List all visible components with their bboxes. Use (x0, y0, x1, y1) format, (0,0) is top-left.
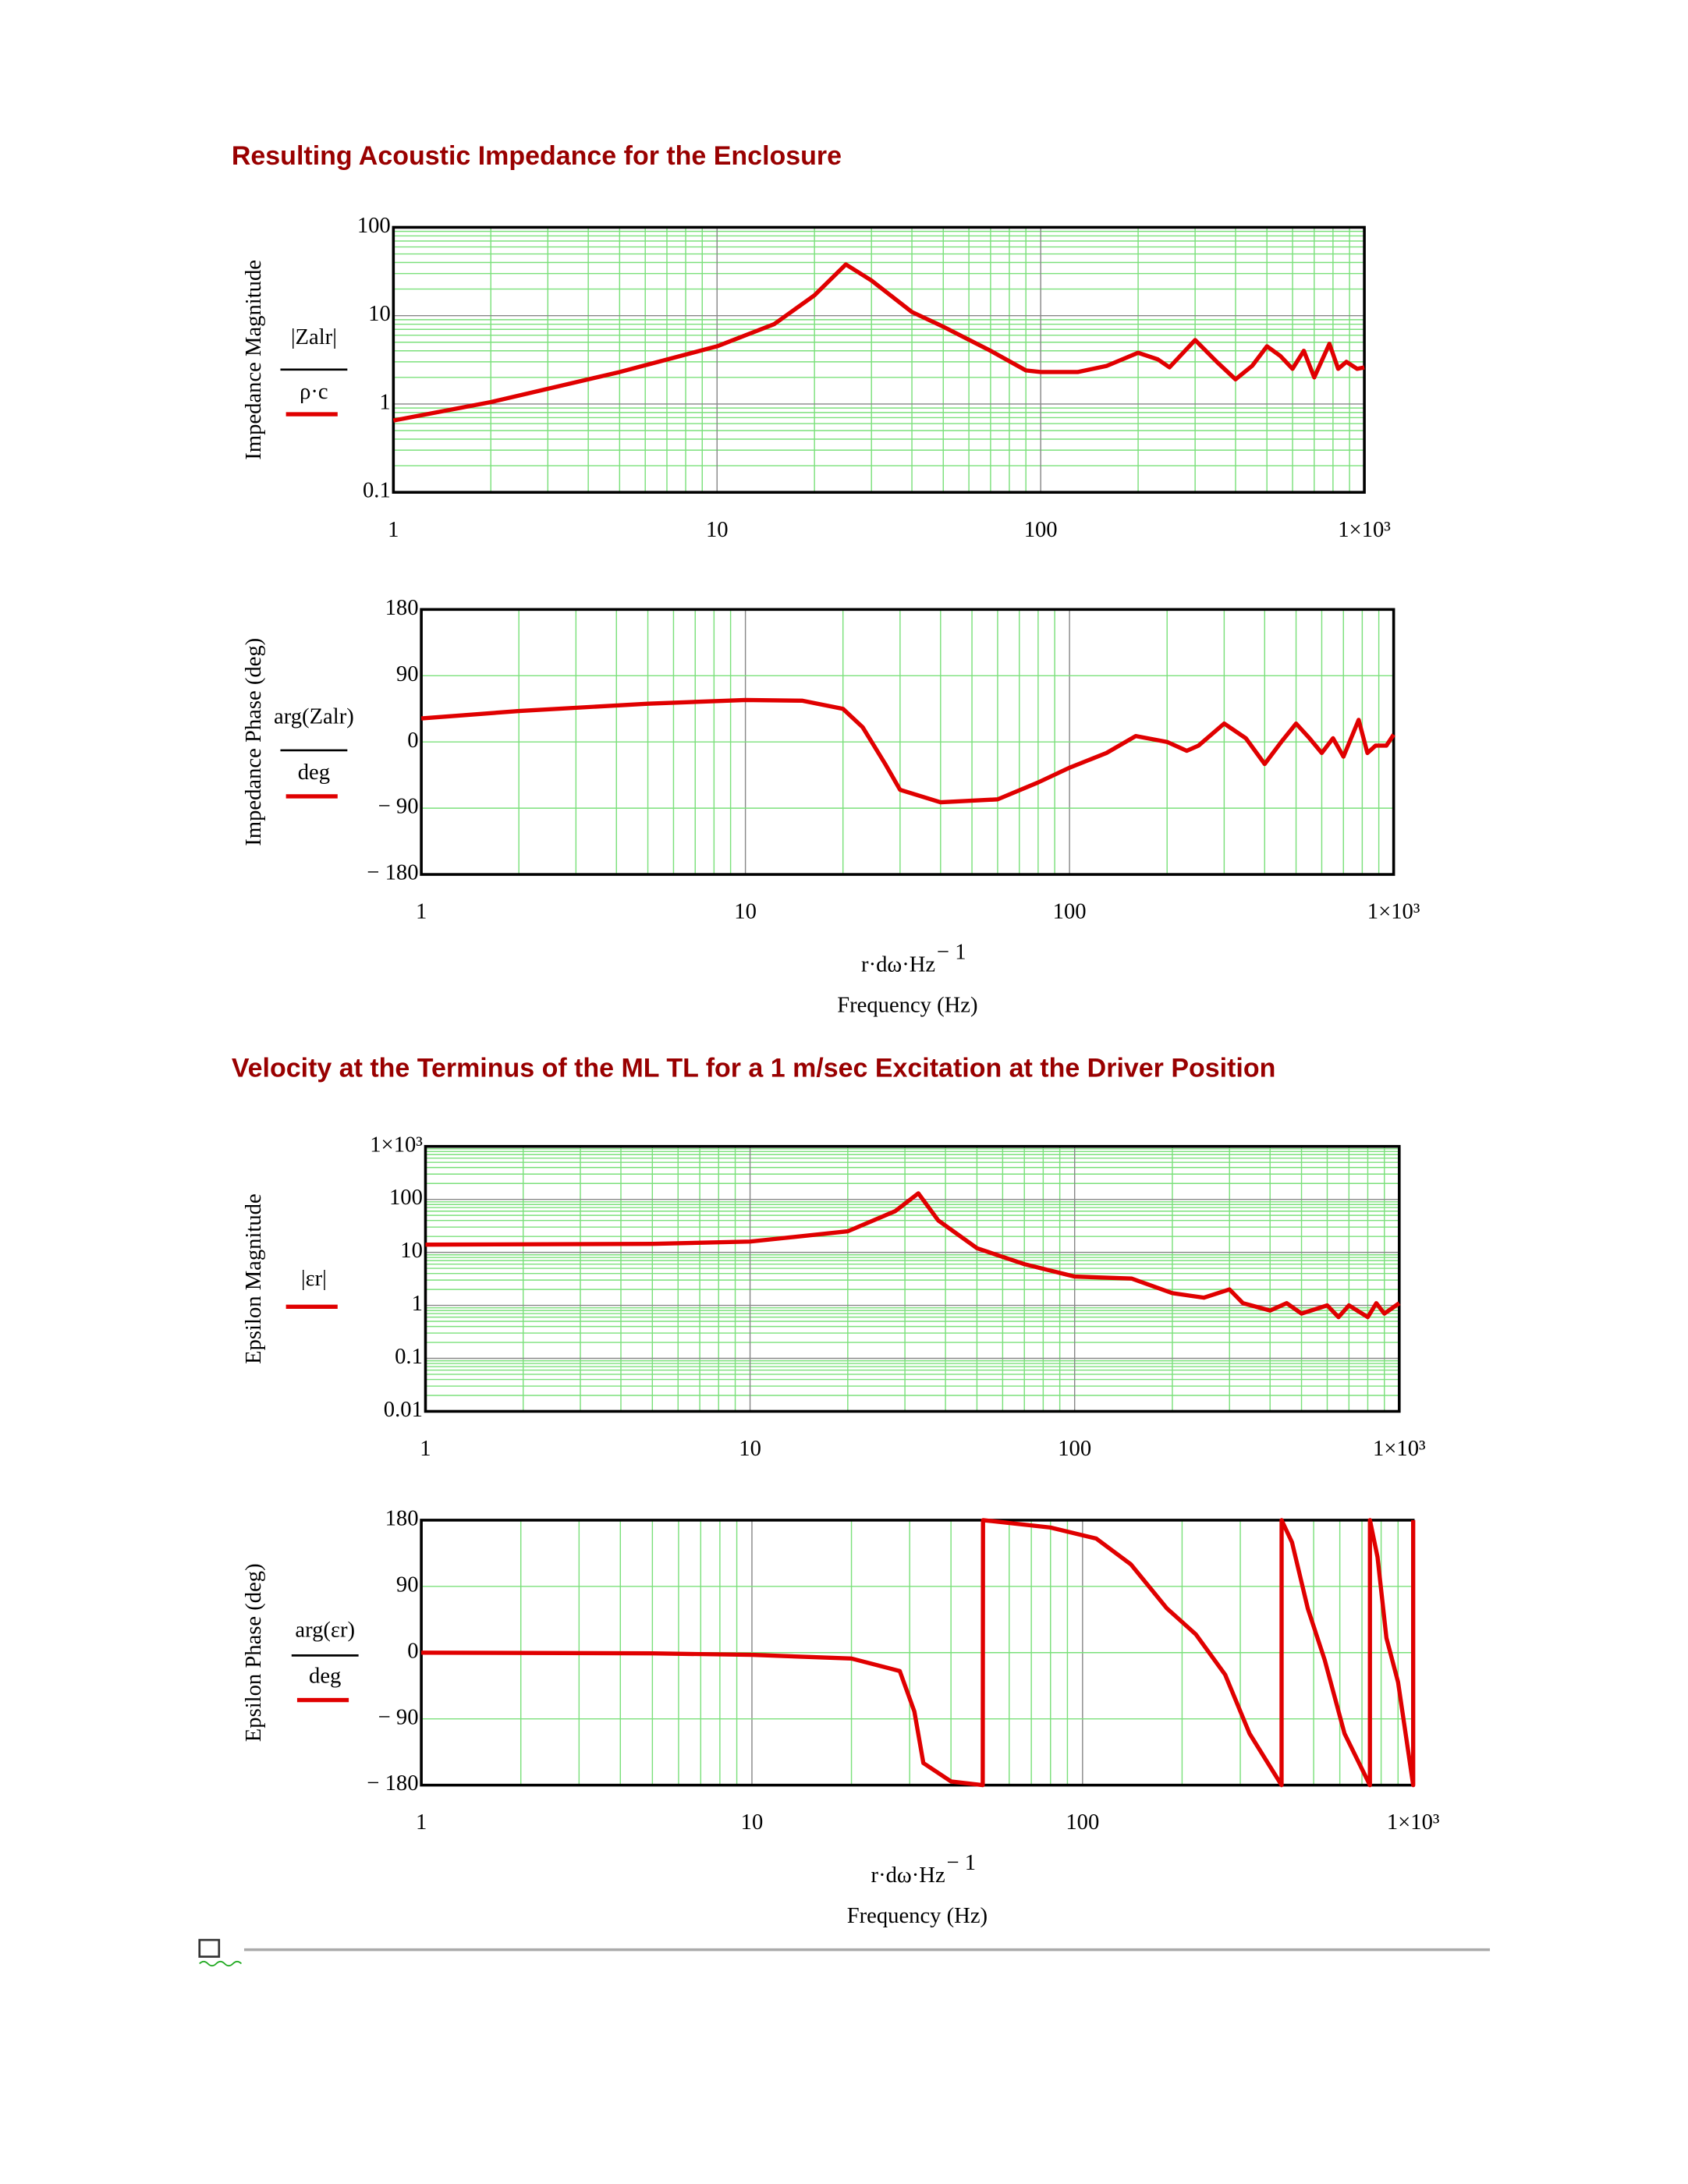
x-tick-label: 10 (741, 1810, 764, 1835)
y-tick-label: 1 (379, 390, 390, 414)
legend-expression: deg (298, 760, 330, 785)
legend-expression: ρ·c (300, 380, 328, 404)
y-tick-label: 1 (412, 1292, 423, 1316)
x-tick-label: 100 (1066, 1810, 1099, 1835)
data-line (425, 1191, 1401, 1320)
y-tick-label: 90 (396, 1572, 419, 1597)
x-axis-title: Frequency (Hz) (837, 993, 977, 1017)
x-axis-title: Frequency (Hz) (847, 1904, 988, 1928)
y-tick-label: 0.1 (363, 479, 391, 503)
y-axis-title: Epsilon Magnitude (242, 1193, 266, 1364)
y-tick-label: 0 (407, 729, 418, 753)
x-tick-label: 100 (1058, 1437, 1091, 1461)
y-tick-label: 0 (407, 1639, 418, 1663)
plot-frame (420, 608, 1395, 876)
y-tick-label: − 90 (378, 1705, 419, 1729)
y-tick-label: 180 (385, 1506, 419, 1530)
y-tick-label: 10 (368, 302, 391, 326)
data-line (392, 262, 1365, 423)
y-tick-label: − 180 (367, 861, 418, 885)
y-axis-title: Epsilon Phase (deg) (242, 1563, 266, 1742)
x-tick-label: 1×10³ (1338, 518, 1391, 542)
x-tick-label: 100 (1024, 518, 1058, 542)
y-tick-label: 0.01 (384, 1398, 423, 1422)
y-tick-label: − 90 (378, 795, 419, 819)
legend-expression: deg (309, 1665, 341, 1689)
x-tick-label: 10 (706, 518, 729, 542)
legend-expression: |Zalr| (291, 325, 337, 349)
section-heading: Resulting Acoustic Impedance for the Enc… (232, 141, 842, 171)
plot-frame (424, 1144, 1401, 1413)
y-tick-label: 10 (400, 1239, 423, 1263)
x-tick-label: 10 (739, 1437, 761, 1461)
x-unit-exponent: − 1 (937, 941, 966, 965)
legend-expression: arg(Zalr) (274, 704, 354, 729)
x-unit: r·dω·Hz (871, 1863, 945, 1888)
x-tick-label: 1×10³ (1367, 900, 1420, 924)
x-tick-label: 1 (420, 1437, 431, 1461)
y-axis-title: Impedance Phase (deg) (242, 638, 266, 846)
x-tick-label: 1 (416, 1810, 427, 1835)
x-tick-label: 1×10³ (1373, 1437, 1426, 1461)
data-line (421, 1518, 1416, 1788)
x-tick-label: 1×10³ (1387, 1810, 1440, 1835)
y-tick-label: 180 (385, 596, 419, 620)
y-tick-label: 1×10³ (370, 1133, 423, 1157)
legend-expression: arg(εr) (295, 1618, 355, 1643)
y-tick-label: 100 (357, 214, 391, 238)
x-tick-label: 100 (1053, 900, 1087, 924)
x-unit-exponent: − 1 (946, 1851, 976, 1875)
y-tick-label: 100 (389, 1186, 423, 1210)
section-heading: Velocity at the Terminus of the ML TL fo… (232, 1053, 1275, 1083)
x-tick-label: 1 (388, 518, 399, 542)
region-icon (198, 1938, 243, 1967)
x-tick-label: 1 (416, 900, 427, 924)
y-tick-label: 90 (396, 662, 419, 686)
x-tick-label: 10 (734, 900, 757, 924)
y-axis-title: Impedance Magnitude (242, 260, 266, 460)
legend-expression: |εr| (301, 1267, 327, 1291)
data-line (420, 697, 1395, 805)
x-unit: r·dω·Hz (861, 953, 935, 977)
y-tick-label: − 180 (367, 1771, 418, 1796)
y-tick-label: 0.1 (395, 1345, 423, 1369)
plot-frame (392, 225, 1366, 494)
